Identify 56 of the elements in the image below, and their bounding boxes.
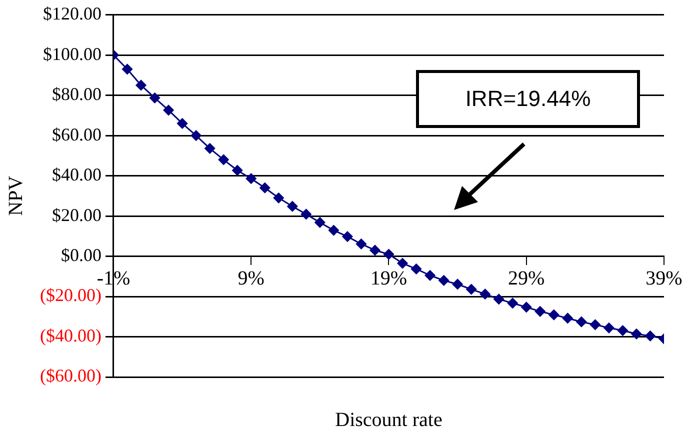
point: [260, 182, 270, 194]
point: [150, 92, 160, 104]
y-tick-label: ($60.00): [40, 366, 102, 386]
y-tick-label: ($40.00): [40, 325, 102, 346]
point: [438, 275, 450, 286]
y-tick-label: $120.00: [42, 4, 102, 24]
x-tick-label: 39%: [646, 268, 682, 290]
point: [507, 298, 518, 308]
point: [480, 288, 490, 300]
point: [190, 130, 202, 141]
point: [604, 322, 614, 334]
point: [204, 143, 216, 154]
point: [314, 217, 326, 228]
point: [122, 64, 132, 74]
x-tick-label: 29%: [508, 268, 545, 290]
point: [300, 208, 312, 220]
y-axis-title: NPV: [5, 175, 27, 216]
point: [590, 319, 600, 330]
x-tick-label: 19%: [370, 268, 408, 290]
point: [397, 258, 408, 269]
point: [232, 165, 243, 176]
point: [177, 118, 188, 129]
y-tick-label: $80.00: [52, 84, 102, 104]
y-tick-label: ($20.00): [40, 285, 102, 306]
point: [494, 294, 504, 304]
point: [576, 316, 587, 328]
point: [562, 312, 573, 324]
point: [452, 278, 463, 290]
point: [631, 328, 642, 340]
point: [548, 310, 560, 320]
point: [356, 238, 366, 250]
point: [287, 201, 298, 212]
y-tick-label: $20.00: [52, 204, 102, 225]
point: [218, 154, 229, 165]
point: [521, 302, 532, 312]
y-tick-label: $40.00: [52, 164, 102, 185]
point: [534, 306, 546, 317]
y-tick-label: $100.00: [42, 44, 102, 64]
x-axis-title: Discount rate: [335, 409, 442, 430]
point: [617, 325, 628, 336]
point: [424, 270, 436, 281]
point: [411, 264, 422, 274]
y-tick-label: $0.00: [60, 245, 102, 265]
point: [383, 249, 394, 260]
point: [246, 173, 256, 184]
point: [328, 225, 339, 236]
point: [273, 192, 284, 204]
point: [163, 104, 174, 116]
point: [466, 284, 477, 295]
point: [370, 244, 380, 256]
point: [644, 330, 656, 342]
point: [136, 80, 146, 90]
point: [342, 231, 353, 242]
x-tick-label: 9%: [238, 268, 264, 290]
y-tick-label: $60.00: [52, 124, 102, 144]
callout-box: IRR=19.44%: [416, 70, 640, 128]
